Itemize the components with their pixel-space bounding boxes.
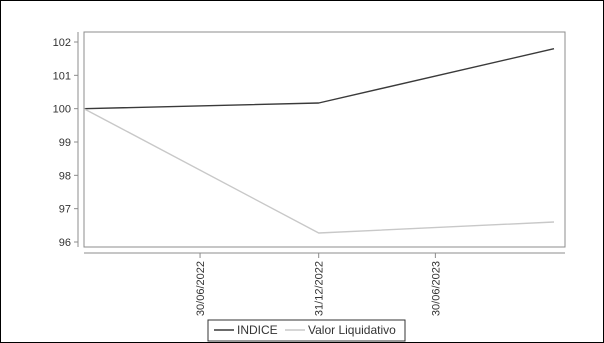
y-tick-label: 102 <box>53 37 71 49</box>
y-tick-label: 96 <box>59 237 71 249</box>
series-lines <box>83 48 555 234</box>
x-tick-label: 31/12/2022 <box>314 261 326 316</box>
y-tick-label: 97 <box>59 204 71 216</box>
y-axis: 96 97 98 99 100 101 102 <box>53 37 78 249</box>
series-line-valor-liquidativo <box>83 108 555 234</box>
legend-label-indice: INDICE <box>237 323 278 337</box>
legend: INDICE Valor Liquidativo <box>207 319 406 342</box>
y-tick-label: 99 <box>59 137 71 149</box>
y-tick-label: 101 <box>53 70 71 82</box>
plot-area <box>83 31 566 248</box>
series-line-indice <box>83 48 555 110</box>
x-tick-label: 30/06/2022 <box>195 261 207 316</box>
x-tick-label: 30/06/2023 <box>430 261 442 316</box>
x-axis: 30/06/2022 31/12/2022 30/06/2023 <box>195 253 442 316</box>
legend-box <box>207 319 406 342</box>
y-tick-label: 98 <box>59 170 71 182</box>
legend-label-valor-liquidativo: Valor Liquidativo <box>308 323 396 337</box>
y-tick-label: 100 <box>53 104 71 116</box>
